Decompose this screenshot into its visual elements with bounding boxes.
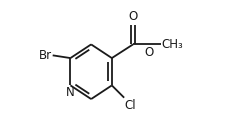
- Text: Cl: Cl: [124, 99, 136, 112]
- Text: O: O: [128, 10, 137, 22]
- Text: Br: Br: [39, 49, 52, 62]
- Text: N: N: [65, 86, 74, 99]
- Text: O: O: [144, 47, 153, 59]
- Text: CH₃: CH₃: [161, 38, 183, 51]
